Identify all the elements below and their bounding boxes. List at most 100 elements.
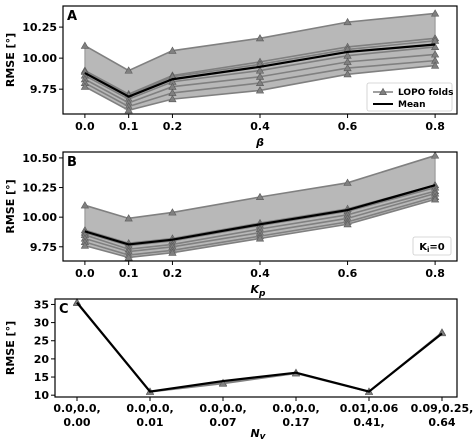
annotation-value: =0 (429, 242, 444, 253)
x-axis-title: β (255, 136, 264, 149)
fold-marker (430, 9, 440, 17)
fold-marker (218, 379, 228, 387)
x-tick-label: 0.01,0.06 (340, 402, 399, 415)
x-tick-label: 0.09,0.25, (411, 402, 474, 415)
x-tick-label: 0.0,0.0, (126, 402, 173, 415)
x-tick-label: 0.0,0.0, (53, 402, 100, 415)
x-tick-label: 0.0 (75, 267, 95, 280)
fold-marker (124, 106, 133, 114)
annotation-subscript: i (427, 246, 429, 254)
x-axis-title-main: N (250, 427, 259, 439)
x-tick-label: 0.4 (250, 267, 270, 280)
fold-line (84, 59, 436, 108)
fold-marker (168, 208, 177, 216)
x-axis-title-subscript: v (260, 432, 267, 439)
legend-mean-label: Mean (398, 100, 426, 110)
x-tick-label: 0.00 (63, 416, 90, 429)
legend: LOPO folds Mean (366, 82, 453, 112)
fold-line (76, 302, 443, 393)
fold-marker (80, 82, 90, 90)
fold-line (84, 46, 436, 100)
x-tick-label: 0.41, (353, 416, 384, 429)
x-tick-label: 0.17 (282, 416, 309, 429)
fold-marker (430, 151, 440, 159)
y-tick-label: 25 (34, 335, 49, 348)
fold-marker (168, 248, 177, 256)
legend-fold-label: LOPO folds (398, 88, 453, 98)
y-tick-label: 10.00 (22, 211, 57, 224)
x-tick-label: 0.2 (163, 120, 183, 133)
fold-line (84, 37, 436, 96)
x-tick-label: 0.8 (425, 120, 445, 133)
panel-letter: B (67, 155, 77, 170)
y-axis-title: RMSE [°] (4, 179, 17, 233)
fold-marker (124, 214, 133, 222)
fold-marker (124, 66, 133, 74)
fold-marker (255, 234, 265, 242)
fold-line (84, 196, 436, 256)
mean-line (84, 184, 436, 246)
y-tick-label: 30 (34, 317, 50, 330)
plot-frame (54, 298, 458, 398)
x-tick-label: 0.01 (136, 416, 163, 429)
panel-letter: A (67, 9, 77, 24)
y-tick-label: 9.75 (30, 83, 57, 96)
annotation-k: K (419, 242, 428, 253)
panel-letter: C (59, 302, 69, 317)
fold-marker (255, 34, 265, 42)
x-tick-label: 0.0,0.0, (272, 402, 319, 415)
panel-c-chart: 0.0,0.0,0.000.0,0.0,0.010.0,0.0,0.070.0,… (4, 298, 473, 439)
fold-line (84, 12, 436, 72)
x-tick-label: 0.6 (338, 267, 358, 280)
fold-marker (343, 178, 352, 186)
annotation-box (412, 236, 452, 256)
fold-line (84, 64, 436, 112)
fold-line (84, 190, 436, 250)
y-tick-label: 10.50 (22, 152, 57, 165)
annotation-text: Ki=0 (419, 242, 445, 254)
x-tick-label: 0.07 (209, 416, 236, 429)
x-tick-label: 0.0,0.0, (199, 402, 246, 415)
x-tick-label: 0.6 (338, 120, 358, 133)
y-tick-label: 15 (34, 371, 49, 384)
fold-marker (80, 201, 90, 209)
fold-marker (80, 41, 90, 49)
mean-line (84, 43, 436, 98)
fold-marker (430, 42, 440, 50)
fold-marker (255, 78, 265, 86)
x-tick-label: 0.64 (428, 416, 455, 429)
fold-line (84, 186, 436, 247)
fold-line (84, 198, 436, 259)
y-tick-label: 35 (34, 298, 49, 311)
fold-line (84, 154, 436, 220)
panel-b-chart: 0.0 0.1 0.2 0.4 0.6 0.8 9.75 10.00 10.25 10.50 RMS… (4, 151, 458, 299)
y-axis-title: RMSE [°] (4, 33, 17, 87)
fold-marker (430, 61, 440, 69)
fold-marker (80, 241, 90, 249)
x-tick-label: 0.2 (163, 267, 183, 280)
x-axis-title-main: K (251, 283, 261, 296)
y-tick-label: 10.00 (22, 52, 57, 65)
y-tick-label: 10.25 (22, 182, 57, 195)
fold-marker (255, 86, 265, 94)
x-axis-title: Nv (250, 427, 266, 439)
annotation: Ki=0 (412, 236, 452, 256)
fold-marker (124, 253, 133, 261)
fold-line (84, 53, 436, 104)
y-axis-title: RMSE [°] (4, 321, 17, 375)
x-tick-label: 0.0 (75, 120, 95, 133)
y-tick-label: 10.25 (22, 21, 57, 34)
x-axis-title: Kp (251, 283, 267, 299)
x-axis-title-subscript: p (258, 289, 266, 299)
y-tick-label: 20 (34, 353, 50, 366)
fold-marker (343, 17, 352, 26)
fold-marker (168, 46, 177, 54)
mean-line (76, 301, 443, 393)
x-tick-label: 0.1 (119, 120, 139, 133)
fold-marker (255, 192, 265, 201)
x-tick-label: 0.8 (425, 267, 445, 280)
panel-a-chart: 0.0 0.1 0.2 0.4 0.6 0.8 9.75 10.00 10.25 RMSE [°]… (4, 5, 458, 149)
fold-line (84, 192, 436, 253)
y-tick-label: 10 (34, 389, 50, 402)
